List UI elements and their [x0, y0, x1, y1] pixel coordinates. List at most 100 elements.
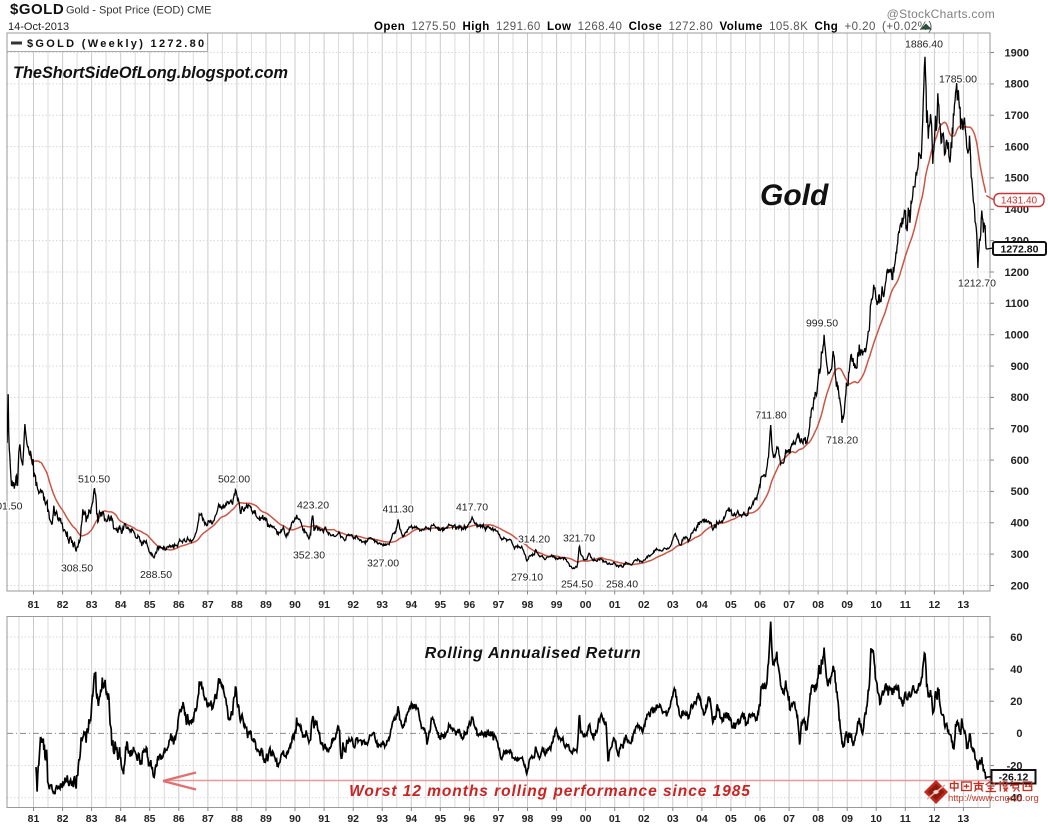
svg-text:87: 87 [202, 813, 214, 824]
svg-text:97: 97 [493, 599, 505, 611]
svg-text:Rolling Annualised Return: Rolling Annualised Return [425, 645, 642, 662]
svg-text:Worst 12 months rolling perfor: Worst 12 months rolling performance sinc… [349, 783, 751, 800]
svg-text:84: 84 [115, 599, 127, 611]
svg-text:03: 03 [667, 813, 679, 824]
svg-text:500: 500 [1011, 486, 1029, 498]
svg-text:06: 06 [754, 599, 766, 611]
svg-text:90: 90 [289, 599, 301, 611]
svg-text:99: 99 [551, 813, 563, 824]
svg-text:04: 04 [696, 813, 708, 824]
svg-text:501.50: 501.50 [0, 501, 23, 513]
svg-text:254.50: 254.50 [561, 579, 593, 591]
svg-text:411.30: 411.30 [382, 504, 413, 516]
svg-text:00: 00 [580, 813, 592, 824]
svg-text:300: 300 [1011, 549, 1029, 561]
svg-text:327.00: 327.00 [367, 558, 399, 570]
svg-text:20: 20 [1010, 696, 1022, 708]
svg-text:85: 85 [144, 599, 156, 611]
svg-text:@StockCharts.com: @StockCharts.com [887, 7, 995, 21]
svg-text:07: 07 [783, 599, 795, 611]
svg-text:321.70: 321.70 [563, 533, 595, 545]
svg-text:423.20: 423.20 [297, 500, 329, 512]
svg-text:95: 95 [434, 813, 446, 824]
svg-text:1431.40: 1431.40 [1001, 196, 1038, 207]
svg-text:1500: 1500 [1005, 173, 1029, 185]
svg-text:60: 60 [1010, 632, 1022, 644]
svg-text:$GOLD (Weekly) 1272.80: $GOLD (Weekly) 1272.80 [27, 38, 206, 50]
svg-text:900: 900 [1011, 361, 1029, 373]
svg-text:Open 1275.50 High 1291.60 Low: Open 1275.50 High 1291.60 Low 1268.40 Cl… [374, 21, 933, 33]
svg-text:99: 99 [551, 599, 563, 611]
svg-text:92: 92 [347, 813, 359, 824]
svg-text:1900: 1900 [1005, 47, 1029, 59]
svg-text:06: 06 [754, 813, 766, 824]
svg-text:04: 04 [696, 599, 708, 611]
svg-text:90: 90 [289, 813, 301, 824]
svg-text:1800: 1800 [1005, 79, 1029, 91]
svg-text:288.50: 288.50 [140, 569, 172, 581]
svg-text:08: 08 [812, 599, 824, 611]
svg-text:Gold - Spot Price (EOD) CME: Gold - Spot Price (EOD) CME [66, 5, 211, 17]
svg-text:352.30: 352.30 [293, 550, 325, 562]
svg-text:13: 13 [958, 813, 970, 824]
svg-text:94: 94 [405, 813, 417, 824]
svg-text:314.20: 314.20 [518, 534, 550, 546]
svg-text:85: 85 [144, 813, 156, 824]
svg-text:510.50: 510.50 [78, 474, 110, 486]
svg-text:200: 200 [1011, 580, 1029, 592]
svg-text:14-Oct-2013: 14-Oct-2013 [8, 21, 69, 33]
svg-text:83: 83 [86, 813, 98, 824]
svg-text:502.00: 502.00 [218, 474, 250, 486]
svg-text:600: 600 [1011, 455, 1029, 467]
svg-text:1272.80: 1272.80 [1001, 243, 1039, 255]
svg-text:09: 09 [841, 813, 853, 824]
svg-text:0: 0 [1016, 728, 1022, 740]
svg-text:97: 97 [493, 813, 505, 824]
svg-text:91: 91 [318, 813, 330, 824]
svg-text:TheShortSideOfLong.blogspot.co: TheShortSideOfLong.blogspot.com [13, 64, 288, 82]
svg-text:1785.00: 1785.00 [939, 74, 977, 86]
svg-text:11: 11 [900, 599, 911, 611]
svg-text:92: 92 [347, 599, 359, 611]
svg-text:02: 02 [638, 599, 650, 611]
svg-text:1100: 1100 [1005, 298, 1029, 310]
svg-text:96: 96 [464, 599, 476, 611]
svg-text:87: 87 [202, 599, 214, 611]
svg-text:12: 12 [929, 813, 941, 824]
svg-text:800: 800 [1011, 392, 1029, 404]
svg-text:1212.70: 1212.70 [958, 278, 996, 290]
svg-text:81: 81 [28, 599, 40, 611]
svg-text:09: 09 [841, 599, 853, 611]
svg-text:http://www.cngold.org: http://www.cngold.org [948, 793, 1039, 804]
svg-text:88: 88 [231, 813, 243, 824]
svg-text:01: 01 [609, 599, 621, 611]
svg-text:999.50: 999.50 [806, 318, 838, 330]
svg-text:82: 82 [57, 599, 69, 611]
svg-text:88: 88 [231, 599, 243, 611]
svg-text:05: 05 [725, 599, 737, 611]
svg-text:86: 86 [173, 813, 185, 824]
svg-text:10: 10 [870, 599, 882, 611]
svg-text:11: 11 [900, 813, 911, 824]
svg-text:Gold: Gold [760, 179, 829, 212]
svg-text:86: 86 [173, 599, 185, 611]
svg-text:258.40: 258.40 [606, 579, 638, 591]
svg-text:1600: 1600 [1005, 141, 1029, 153]
svg-text:95: 95 [434, 599, 446, 611]
svg-text:96: 96 [464, 813, 476, 824]
svg-text:01: 01 [609, 813, 621, 824]
svg-text:91: 91 [318, 599, 330, 611]
svg-text:417.70: 417.70 [456, 502, 488, 514]
svg-text:-26.12: -26.12 [999, 772, 1029, 784]
svg-text:308.50: 308.50 [61, 563, 93, 575]
svg-text:08: 08 [812, 813, 824, 824]
svg-text:12: 12 [929, 599, 941, 611]
svg-text:94: 94 [405, 599, 417, 611]
svg-text:83: 83 [86, 599, 98, 611]
svg-text:279.10: 279.10 [511, 572, 543, 584]
svg-text:84: 84 [115, 813, 127, 824]
svg-text:1000: 1000 [1005, 330, 1029, 342]
svg-text:98: 98 [522, 599, 534, 611]
svg-text:89: 89 [260, 599, 272, 611]
svg-text:02: 02 [638, 813, 650, 824]
